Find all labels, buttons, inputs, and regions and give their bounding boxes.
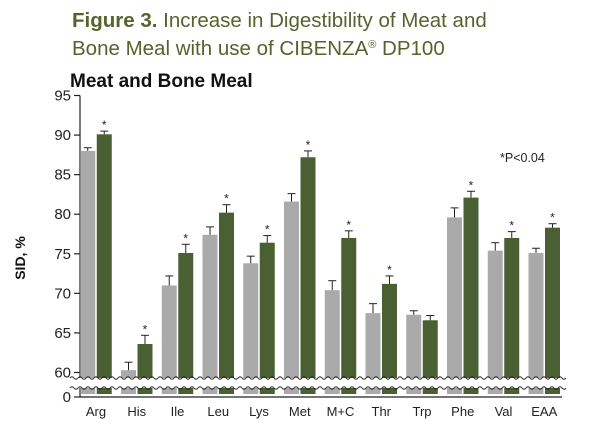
axis-break-band <box>70 378 564 388</box>
bar <box>80 150 96 394</box>
figure-label: Figure 3. <box>72 9 158 32</box>
bar <box>300 157 316 394</box>
bar <box>447 217 462 394</box>
bar <box>463 197 479 394</box>
y-tick-label: 70 <box>54 285 71 302</box>
y-tick-label: 75 <box>54 246 71 263</box>
axis-break-line <box>69 386 567 390</box>
bar <box>487 250 503 394</box>
x-category-label: EAA <box>531 404 557 419</box>
bar <box>504 237 520 394</box>
x-category-label: Val <box>495 404 513 419</box>
bar <box>528 252 544 394</box>
x-category-label: Met <box>289 404 311 419</box>
significance-star: * <box>346 218 351 232</box>
significance-star: * <box>387 263 392 277</box>
bar <box>324 290 340 394</box>
x-category-label: Leu <box>207 404 229 419</box>
figure-title-line2: Bone Meal with use of CIBENZA <box>72 37 369 60</box>
bar <box>259 242 275 394</box>
x-category-label: Ile <box>171 404 185 419</box>
bar <box>382 283 397 394</box>
chart-title: Meat and Bone Meal <box>70 71 253 92</box>
bar <box>545 227 560 394</box>
significance-star: * <box>102 118 107 132</box>
y-tick-label: 85 <box>54 167 71 184</box>
significance-note: *P<0.04 <box>500 151 545 165</box>
y-tick-label: 60 <box>54 365 71 382</box>
axis-break-line <box>69 376 567 380</box>
bar <box>341 237 357 394</box>
plot-area: 95 90 85 80 75 70 65 60 0 * Arg * His * Ile * Leu * Lys * Me… <box>54 88 567 419</box>
significance-star: * <box>550 211 555 225</box>
y-tick-label: 90 <box>54 127 71 144</box>
significance-star: * <box>224 192 229 206</box>
significance-star: * <box>306 138 311 152</box>
bar <box>406 314 422 394</box>
x-category-label: Lys <box>249 404 269 419</box>
bar <box>365 313 381 394</box>
significance-star: * <box>143 322 148 336</box>
figure-title: Figure 3. Increase in Digestibility of M… <box>72 8 592 61</box>
registered-mark: ® <box>368 39 377 51</box>
y-tick-label: 0 <box>63 389 71 406</box>
figure-title-line2-end: DP100 <box>376 37 445 60</box>
y-tick-label: 80 <box>54 206 71 223</box>
bar <box>219 212 234 394</box>
figure-title-line1: Increase in Digestibility of Meat and <box>163 9 487 32</box>
x-category-label: Phe <box>451 404 474 419</box>
x-category-label: His <box>127 404 146 419</box>
bar <box>202 234 218 394</box>
bar <box>422 320 438 394</box>
y-tick-label: 95 <box>54 88 71 105</box>
significance-star: * <box>469 178 474 192</box>
x-category-label: M+C <box>327 404 355 419</box>
significance-star: * <box>509 219 514 233</box>
x-category-label: Arg <box>86 404 106 419</box>
bar <box>284 201 299 394</box>
significance-star: * <box>265 223 270 237</box>
significance-star: * <box>183 231 188 245</box>
y-tick-label: 65 <box>54 325 71 342</box>
y-axis-label: SID, % <box>12 236 28 280</box>
bar <box>96 134 112 394</box>
bar <box>178 252 194 394</box>
x-category-label: Trp <box>412 404 431 419</box>
bar <box>243 263 259 394</box>
bar <box>161 285 177 394</box>
x-category-label: Thr <box>372 404 392 419</box>
